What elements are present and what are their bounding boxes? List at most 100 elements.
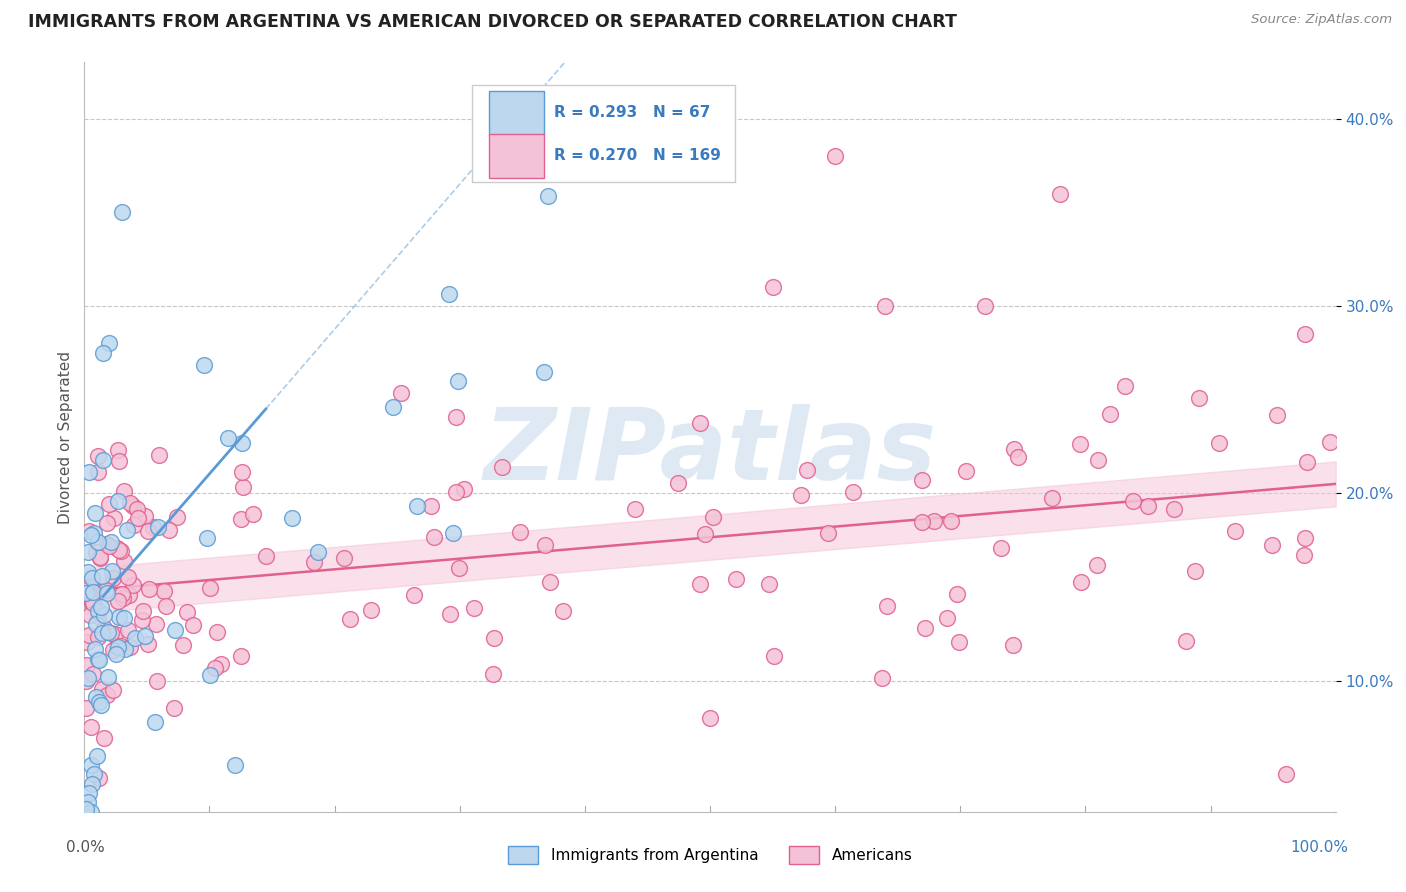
Point [84, 642, 107, 657]
Point [96, 582, 118, 597]
Point [105, 640, 128, 654]
Point [121, 500, 143, 514]
Point [1040, 491, 1063, 505]
Point [77, 566, 100, 580]
Point [536, 189, 558, 203]
Point [841, 484, 863, 499]
Text: Source: ZipAtlas.com: Source: ZipAtlas.com [1251, 13, 1392, 27]
Point [96, 689, 118, 703]
Point [382, 401, 405, 415]
Point [1002, 442, 1025, 456]
Point [91, 682, 114, 697]
Point [83, 582, 105, 596]
Point [104, 647, 127, 661]
Point [725, 572, 748, 586]
Y-axis label: Divorced or Separated: Divorced or Separated [58, 351, 73, 524]
Point [107, 640, 129, 654]
Point [491, 459, 513, 474]
Point [110, 544, 132, 558]
Point [446, 485, 468, 500]
Point [75, 577, 97, 591]
Point [134, 509, 156, 524]
Point [1261, 538, 1284, 552]
Point [120, 496, 142, 510]
Point [134, 629, 156, 643]
Point [166, 509, 188, 524]
Point [1070, 574, 1092, 589]
Point [77, 796, 100, 810]
Point [1184, 564, 1206, 578]
Point [82, 571, 104, 585]
Point [1163, 501, 1185, 516]
Point [98, 539, 121, 553]
Point [79, 627, 101, 641]
Point [96, 516, 118, 530]
Point [117, 623, 139, 637]
Point [509, 525, 531, 540]
Point [824, 149, 846, 163]
Point [231, 465, 253, 479]
Point [80, 720, 103, 734]
Text: R = 0.293   N = 67: R = 0.293 N = 67 [554, 105, 710, 120]
Point [93, 607, 115, 622]
Point [142, 520, 165, 534]
Point [96, 586, 118, 600]
Point [402, 588, 425, 602]
Point [946, 587, 969, 601]
Point [911, 473, 934, 487]
Point [101, 682, 124, 697]
Point [155, 599, 177, 613]
Point [77, 545, 100, 559]
Point [143, 714, 166, 729]
Point [107, 442, 129, 457]
Point [689, 416, 711, 430]
Point [90, 626, 112, 640]
Point [145, 616, 167, 631]
Point [107, 494, 129, 508]
Point [406, 499, 429, 513]
Point [89, 653, 111, 667]
Point [118, 588, 141, 602]
Point [1225, 524, 1247, 539]
Point [281, 511, 304, 525]
Point [90, 698, 112, 713]
Point [93, 621, 115, 635]
Point [83, 525, 105, 540]
Point [121, 578, 143, 592]
Point [193, 358, 215, 372]
Point [107, 610, 129, 624]
Point [84, 545, 107, 559]
Point [104, 627, 127, 641]
Point [93, 731, 115, 745]
Point [1114, 378, 1136, 392]
FancyBboxPatch shape [472, 85, 735, 182]
Point [75, 701, 97, 715]
Point [217, 431, 239, 445]
Point [790, 487, 813, 501]
Point [948, 635, 970, 649]
Text: IMMIGRANTS FROM ARGENTINA VS AMERICAN DIVORCED OR SEPARATED CORRELATION CHART: IMMIGRANTS FROM ARGENTINA VS AMERICAN DI… [28, 13, 957, 31]
Point [463, 601, 485, 615]
Point [100, 625, 122, 640]
Point [163, 700, 186, 714]
Point [112, 611, 135, 625]
Point [86, 617, 108, 632]
Point [198, 581, 221, 595]
Point [87, 465, 110, 479]
Point [229, 648, 252, 663]
Point [453, 483, 475, 497]
Point [758, 577, 780, 591]
Point [389, 386, 412, 401]
Point [762, 280, 785, 294]
Point [84, 506, 107, 520]
Point [1265, 408, 1288, 422]
Point [86, 748, 108, 763]
Point [75, 582, 97, 597]
Point [87, 695, 110, 709]
Point [1085, 558, 1108, 573]
Text: ZIPatlas: ZIPatlas [484, 403, 936, 500]
Point [77, 524, 100, 538]
FancyBboxPatch shape [488, 134, 544, 178]
Point [96, 537, 118, 551]
Point [1122, 494, 1144, 508]
